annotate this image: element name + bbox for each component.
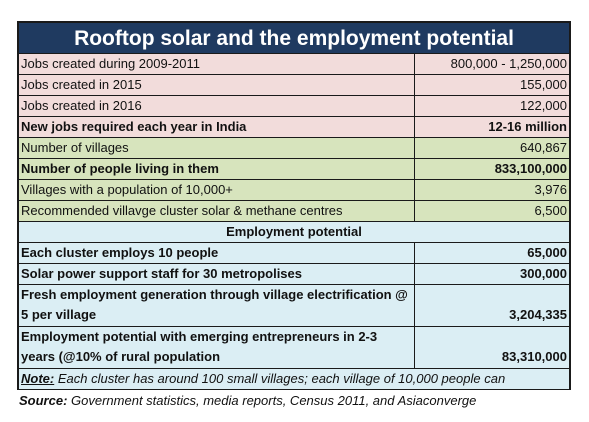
row-label: Villages with a population of 10,000+ (19, 180, 415, 200)
table-row: Jobs created during 2009-2011 800,000 - … (19, 54, 569, 75)
row-value: 3,204,335 (509, 307, 567, 322)
table-row: Employment potential with emerging entre… (19, 327, 569, 369)
row-value: 300,000 (520, 266, 567, 281)
note-prefix: Note: (21, 371, 55, 386)
row-label: Jobs created in 2015 (19, 75, 415, 95)
table-row: Solar power support staff for 30 metropo… (19, 264, 569, 285)
row-value: 640,867 (520, 140, 567, 155)
table-row: Each cluster employs 10 people 65,000 (19, 243, 569, 264)
note-text: Each cluster has around 100 small villag… (54, 371, 506, 386)
row-label: Jobs created in 2016 (19, 96, 415, 116)
row-label: Jobs created during 2009-2011 (19, 54, 415, 74)
row-label: Employment potential with emerging entre… (19, 327, 415, 368)
row-value: 3,976 (534, 182, 567, 197)
table-row: Fresh employment generation through vill… (19, 285, 569, 327)
row-value: 12-16 million (488, 119, 567, 134)
table-row: Number of villages 640,867 (19, 138, 569, 159)
row-label: Recommended villavge cluster solar & met… (19, 201, 415, 221)
row-value: 833,100,000 (494, 161, 567, 176)
source-line: Source: Government statistics, media rep… (19, 393, 476, 408)
row-label: New jobs required each year in India (19, 117, 415, 137)
row-value: 83,310,000 (501, 349, 567, 364)
table-title: Rooftop solar and the employment potenti… (19, 23, 569, 54)
table-row: Jobs created in 2016 122,000 (19, 96, 569, 117)
data-table: Rooftop solar and the employment potenti… (17, 21, 571, 390)
row-label: Each cluster employs 10 people (19, 243, 415, 263)
row-value: 122,000 (520, 98, 567, 113)
table-row: Recommended villavge cluster solar & met… (19, 201, 569, 222)
table-row: Jobs created in 2015 155,000 (19, 75, 569, 96)
row-label: Fresh employment generation through vill… (19, 285, 415, 326)
table-note: Note: Each cluster has around 100 small … (19, 369, 569, 389)
row-value: 6,500 (534, 203, 567, 218)
row-label: Number of villages (19, 138, 415, 158)
row-value: 155,000 (520, 77, 567, 92)
source-prefix: Source: (19, 393, 68, 408)
row-value: 800,000 - 1,250,000 (450, 56, 567, 71)
table-row: New jobs required each year in India 12-… (19, 117, 569, 138)
row-label: Solar power support staff for 30 metropo… (19, 264, 415, 284)
row-value: 65,000 (527, 245, 567, 260)
table-row: Number of people living in them 833,100,… (19, 159, 569, 180)
row-label: Number of people living in them (19, 159, 415, 179)
source-text: Government statistics, media reports, Ce… (67, 393, 477, 408)
section-header: Employment potential (19, 222, 569, 243)
table-row: Villages with a population of 10,000+ 3,… (19, 180, 569, 201)
